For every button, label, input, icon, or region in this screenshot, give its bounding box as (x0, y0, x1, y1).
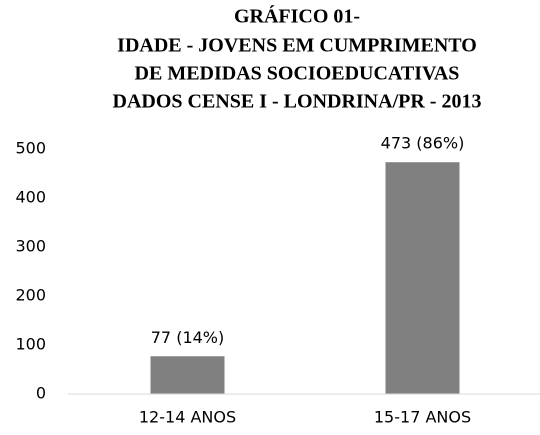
data-label: 77 (14%) (151, 328, 225, 347)
y-tick-label: 100 (15, 335, 46, 354)
x-tick-label: 15-17 ANOS (374, 408, 471, 427)
bar (385, 162, 460, 394)
chart-title: GRÁFICO 01- (234, 5, 360, 28)
chart-title: DADOS CENSE I - LONDRINA/PR - 2013 (113, 91, 482, 113)
y-tick-label: 0 (36, 384, 46, 403)
y-tick-label: 500 (15, 139, 46, 158)
data-label: 473 (86%) (381, 134, 465, 153)
y-tick-label: 400 (15, 188, 46, 207)
y-tick-label: 300 (15, 237, 46, 256)
bar (150, 356, 225, 394)
x-tick-label: 12-14 ANOS (139, 408, 236, 427)
chart-title: IDADE - JOVENS EM CUMPRIMENTO (117, 35, 477, 57)
y-tick-label: 200 (15, 286, 46, 305)
chart-title: DE MEDIDAS SOCIOEDUCATIVAS (135, 63, 460, 85)
